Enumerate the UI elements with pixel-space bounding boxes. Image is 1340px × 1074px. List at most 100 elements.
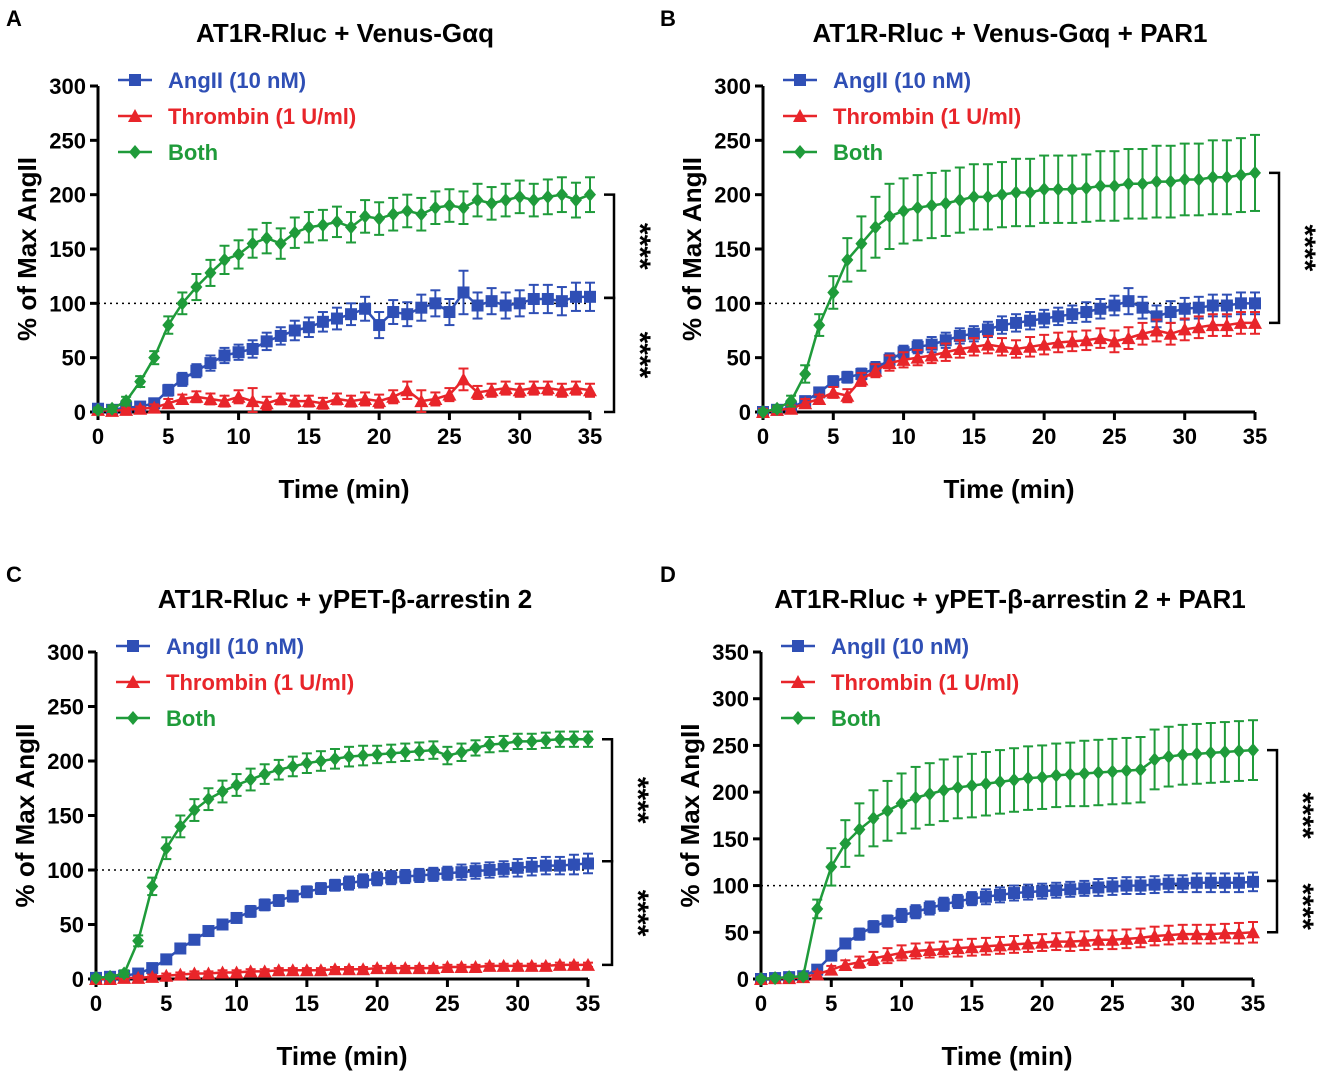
data-point <box>1219 318 1234 332</box>
data-point <box>1107 334 1122 348</box>
legend-marker <box>792 711 804 725</box>
data-point <box>1036 770 1049 785</box>
legend-label: AngII (10 nM) <box>833 68 971 93</box>
data-point <box>343 877 356 890</box>
data-point <box>370 961 385 975</box>
data-point <box>217 394 232 408</box>
data-point <box>1064 883 1077 896</box>
data-point <box>358 391 373 405</box>
data-point <box>825 859 838 874</box>
x-tick-label: 0 <box>92 424 104 449</box>
data-point <box>1133 930 1148 944</box>
data-point <box>981 323 994 336</box>
x-tick-label: 25 <box>1102 424 1126 449</box>
series-thrombin <box>91 367 597 417</box>
data-point <box>553 859 566 872</box>
data-point <box>497 862 510 875</box>
data-point <box>541 189 554 204</box>
data-point <box>798 396 813 410</box>
data-point <box>442 387 457 401</box>
data-point <box>993 774 1006 789</box>
data-point <box>883 209 896 224</box>
data-point <box>967 189 980 204</box>
data-point <box>386 389 401 403</box>
x-tick-label: 0 <box>757 424 769 449</box>
y-tick-label: 150 <box>714 237 751 262</box>
data-point <box>413 869 426 882</box>
data-point <box>258 898 271 911</box>
data-point <box>176 373 189 386</box>
data-point <box>471 193 484 208</box>
data-point <box>299 963 314 977</box>
data-point <box>511 861 524 874</box>
data-point <box>328 879 341 892</box>
data-point <box>1191 320 1206 334</box>
data-point <box>1065 334 1080 348</box>
data-point <box>119 402 134 416</box>
x-tick-label: 10 <box>889 991 913 1016</box>
data-point <box>1049 934 1064 948</box>
data-point <box>541 292 554 305</box>
x-tick-label: 15 <box>297 424 321 449</box>
x-tick-label: 15 <box>962 424 986 449</box>
data-point <box>426 961 441 975</box>
data-point <box>204 265 217 280</box>
data-point <box>569 290 582 303</box>
legend-label: Both <box>168 140 218 165</box>
data-point <box>134 374 147 389</box>
legend-label: Both <box>833 140 883 165</box>
data-point <box>1149 323 1164 337</box>
data-point <box>1161 928 1176 942</box>
data-point <box>1136 176 1149 191</box>
data-point <box>783 970 796 985</box>
x-tick-label: 25 <box>435 991 459 1016</box>
significance-stars: **** <box>621 890 654 937</box>
data-point <box>555 295 568 308</box>
series-thrombin <box>756 311 1262 418</box>
data-point <box>316 315 329 328</box>
data-point <box>485 196 498 211</box>
significance-bracket <box>1269 171 1281 325</box>
data-point <box>470 385 485 399</box>
data-point <box>287 394 302 408</box>
data-point <box>539 733 552 748</box>
data-point <box>302 220 315 235</box>
data-point <box>909 905 922 918</box>
series-thrombin <box>89 957 595 985</box>
y-tick-label: 0 <box>72 967 84 992</box>
data-point <box>147 400 162 414</box>
data-point <box>799 366 812 381</box>
data-point <box>272 762 285 777</box>
data-point <box>1078 766 1091 781</box>
data-point <box>937 783 950 798</box>
data-point <box>174 942 187 955</box>
data-point <box>468 960 483 974</box>
data-point <box>852 955 867 969</box>
data-point <box>827 375 840 388</box>
data-point <box>1234 168 1247 183</box>
data-point <box>246 342 259 355</box>
x-tick-label: 30 <box>1170 991 1194 1016</box>
data-point <box>104 969 117 984</box>
data-point <box>427 743 440 758</box>
x-tick-label: 30 <box>1172 424 1196 449</box>
data-point <box>345 308 358 321</box>
legend-label: Both <box>831 706 881 731</box>
data-point <box>497 736 510 751</box>
data-point <box>854 372 869 386</box>
data-point <box>1178 172 1191 187</box>
data-point <box>1177 322 1192 336</box>
legend-label: AngII (10 nM) <box>831 634 969 659</box>
data-point <box>286 890 299 903</box>
significance-bracket <box>602 860 614 967</box>
data-point <box>979 776 992 791</box>
data-point <box>1176 747 1189 762</box>
data-point <box>1122 176 1135 191</box>
data-point <box>511 734 524 749</box>
x-tick-label: 0 <box>755 991 767 1016</box>
data-point <box>910 350 925 364</box>
legend-marker <box>792 640 804 652</box>
data-point <box>342 962 357 976</box>
x-tick-label: 15 <box>960 991 984 1016</box>
x-tick-label: 20 <box>367 424 391 449</box>
